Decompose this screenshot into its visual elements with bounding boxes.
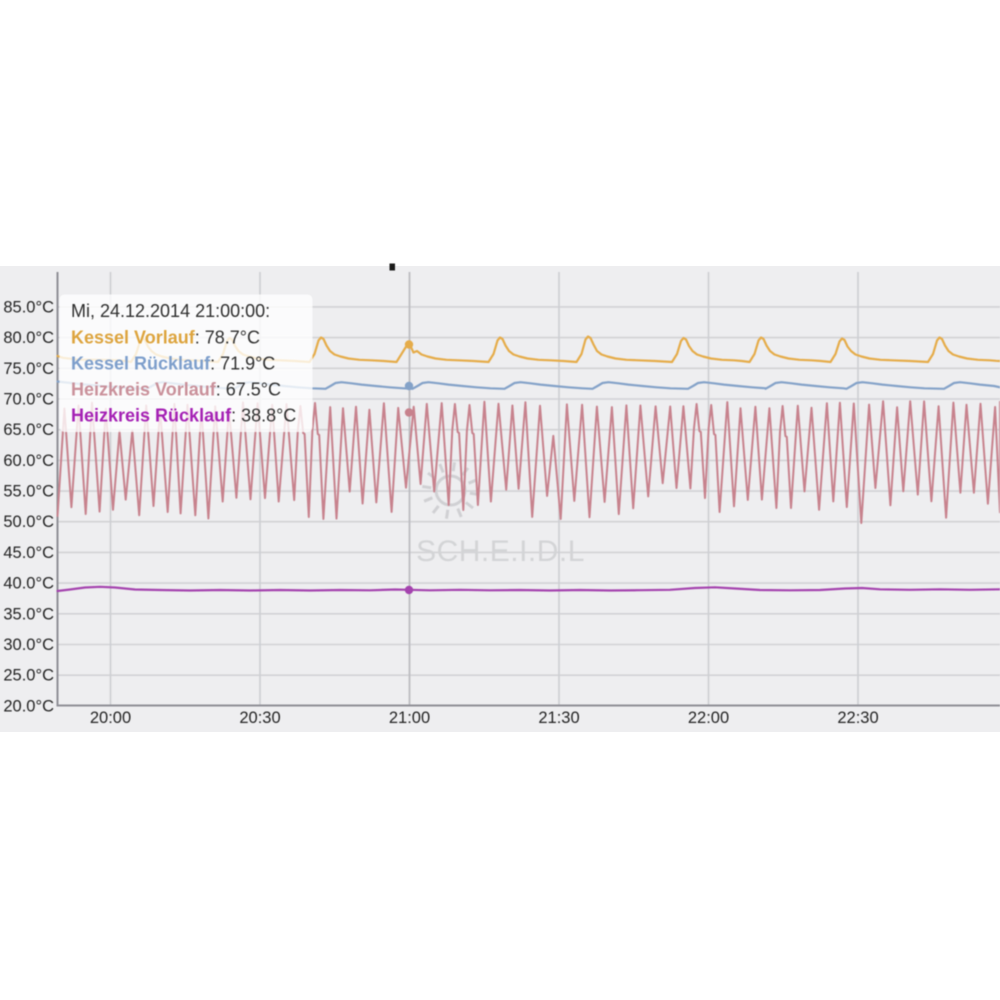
svg-text:70.0°C: 70.0°C xyxy=(3,391,54,409)
svg-text:Heizkreis Rücklauf: 38.8°C: Heizkreis Rücklauf: 38.8°C xyxy=(71,406,296,426)
svg-text:21:00: 21:00 xyxy=(389,709,430,727)
svg-text:Mi, 24.12.2014 21:00:00:: Mi, 24.12.2014 21:00:00: xyxy=(71,301,270,321)
svg-text:65.0°C: 65.0°C xyxy=(3,421,54,439)
svg-text:20.0°C: 20.0°C xyxy=(3,697,54,715)
svg-text:20:00: 20:00 xyxy=(90,709,131,727)
svg-text:80.0°C: 80.0°C xyxy=(3,329,54,347)
svg-text:Heizkreis Vorlauf: 67.5°C: Heizkreis Vorlauf: 67.5°C xyxy=(71,380,281,400)
svg-text:30.0°C: 30.0°C xyxy=(3,636,54,654)
svg-text:40.0°C: 40.0°C xyxy=(3,575,54,593)
svg-text:SCH.E.I.D.L: SCH.E.I.D.L xyxy=(416,535,585,568)
svg-text:25.0°C: 25.0°C xyxy=(3,667,54,685)
svg-text:22:00: 22:00 xyxy=(688,709,729,727)
svg-text:85.0°C: 85.0°C xyxy=(3,298,54,316)
svg-text:22:30: 22:30 xyxy=(837,709,878,727)
svg-text:21:30: 21:30 xyxy=(538,709,579,727)
svg-text:45.0°C: 45.0°C xyxy=(3,544,54,562)
svg-text:75.0°C: 75.0°C xyxy=(3,360,54,378)
svg-text:20:30: 20:30 xyxy=(239,709,280,727)
svg-text:Kessel Rücklauf: 71.9°C: Kessel Rücklauf: 71.9°C xyxy=(71,354,275,374)
svg-text:Kessel Vorlauf: 78.7°C: Kessel Vorlauf: 78.7°C xyxy=(71,328,260,348)
svg-text:35.0°C: 35.0°C xyxy=(3,605,54,623)
svg-text:55.0°C: 55.0°C xyxy=(3,483,54,501)
svg-text:60.0°C: 60.0°C xyxy=(3,452,54,470)
svg-text:50.0°C: 50.0°C xyxy=(3,513,54,531)
